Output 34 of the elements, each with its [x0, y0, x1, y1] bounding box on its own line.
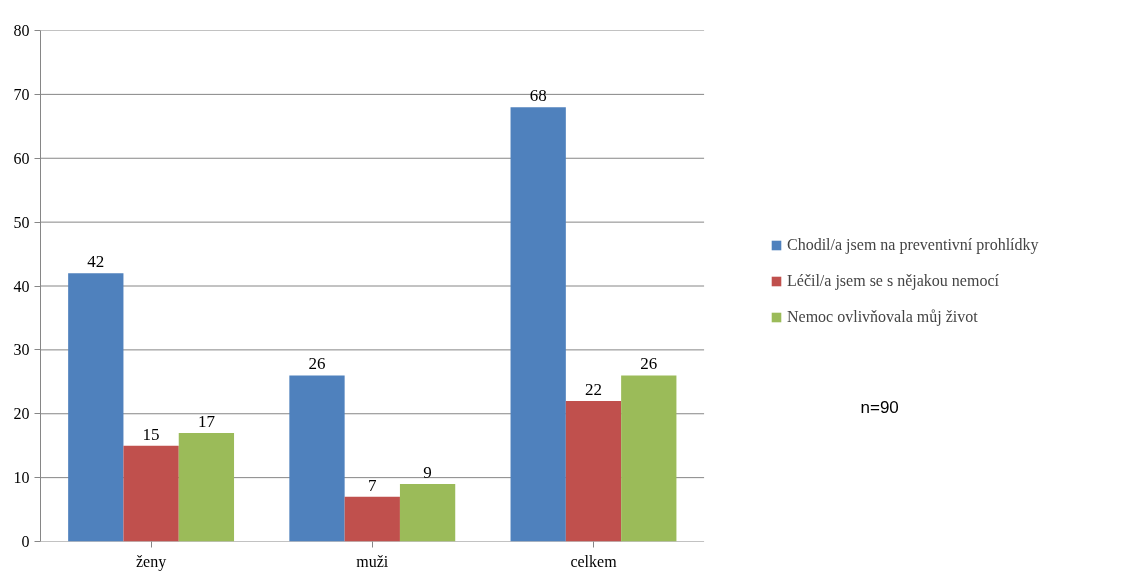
bar: [123, 445, 179, 542]
legend-label: Léčil/a jsem se s nějakou nemocí: [787, 272, 999, 290]
bar: [344, 496, 400, 542]
data-label: 42: [87, 252, 105, 272]
data-label: 22: [584, 379, 602, 399]
bar: [510, 107, 566, 542]
y-tick-label: 80: [13, 22, 30, 39]
text: n=90: [860, 397, 899, 417]
data-label: 17: [197, 411, 216, 431]
bar: [621, 375, 677, 542]
y-tick-label: 70: [13, 85, 30, 103]
y-tick-label: 50: [13, 213, 30, 231]
x-tick-label: ženy: [136, 552, 167, 571]
legend-label: Chodil/a jsem na preventivní prohlídky: [787, 236, 1039, 254]
data-label: 9: [423, 463, 432, 483]
bar: [399, 484, 456, 542]
bar: [565, 400, 622, 542]
data-label: 15: [142, 424, 160, 444]
x-tick-label: celkem: [570, 552, 618, 570]
y-tick-label: 30: [13, 341, 30, 359]
bar: [68, 273, 124, 542]
data-label: 68: [529, 86, 547, 106]
x-tick-label: muži: [356, 552, 389, 570]
legend-label: Nemoc ovlivňovala můj život: [787, 308, 978, 326]
data-label: 7: [368, 475, 378, 495]
bar: [289, 375, 345, 542]
data-label: 26: [640, 354, 658, 374]
bar: [178, 432, 235, 542]
y-tick-label: 60: [13, 149, 30, 167]
y-tick-label: 20: [13, 405, 30, 423]
y-tick-label: 10: [13, 469, 30, 487]
data-label: 26: [308, 354, 326, 374]
y-tick-label: 0: [21, 533, 30, 550]
y-tick-label: 40: [13, 277, 30, 295]
